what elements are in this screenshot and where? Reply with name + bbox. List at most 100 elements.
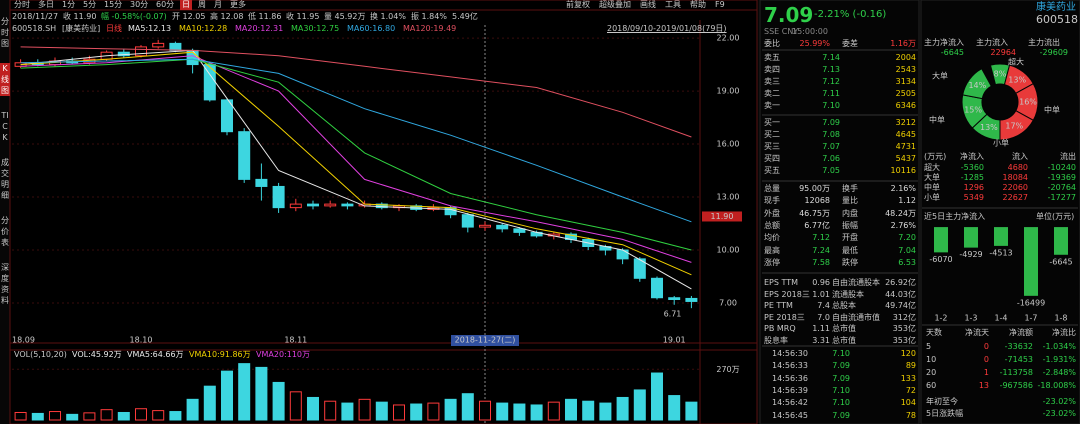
fund-row: -20764 <box>1047 183 1076 192</box>
toolbar-tab[interactable]: 日 <box>180 0 192 10</box>
sidebar-tab[interactable]: 成交明细 <box>1 158 9 200</box>
tick-row: 7.09 <box>832 373 850 383</box>
candle-body <box>341 203 354 207</box>
sidebar-tab[interactable]: 深度资料 <box>1 263 9 305</box>
fin-row: 44.03亿 <box>885 289 916 299</box>
tick-row: 7.10 <box>832 398 850 408</box>
toolbar-tab[interactable]: 30分 <box>130 0 149 9</box>
toolbar-tab[interactable]: 更多 <box>230 0 246 9</box>
history-header: 净流天 <box>965 328 989 337</box>
toolbar-tab[interactable]: 1分 <box>62 0 76 9</box>
stat-row: 7.24 <box>812 245 830 255</box>
pie-label: 14% <box>968 81 986 90</box>
stat-row: 7.12 <box>812 233 830 243</box>
volume-bar <box>668 395 681 421</box>
bid-row: 买一 <box>764 118 780 127</box>
stat-row: 均价 <box>764 233 780 243</box>
volume-bar <box>83 412 96 421</box>
toolbar-tool[interactable]: 前复权 <box>566 0 590 9</box>
tick-row: 78 <box>905 410 916 420</box>
toolbar-tab[interactable]: 60分 <box>156 0 175 9</box>
toolbar-tab[interactable]: 多日 <box>38 0 54 9</box>
sidebar-tab[interactable]: K线图 <box>0 63 10 96</box>
volume-bar <box>513 403 526 421</box>
stat-row: 7.20 <box>898 233 916 243</box>
volume-bar <box>358 398 371 421</box>
candle-body <box>306 203 320 207</box>
stat-row: 跌停 <box>842 257 858 267</box>
fin-row: 0.96 <box>812 278 830 287</box>
ma-line <box>20 46 692 138</box>
donut-category: 小单 <box>993 138 1009 148</box>
ratio-row: 委比 <box>764 39 780 48</box>
low-label: 6.71 <box>664 310 682 319</box>
summary-row: -23.02% <box>1042 409 1076 418</box>
donut-category: 超大 <box>1008 57 1024 67</box>
toolbar-tab[interactable]: 15分 <box>104 0 123 9</box>
summary-row: 5日涨跌幅 <box>926 409 964 418</box>
legend-symbol: 600518.SH <box>12 24 57 33</box>
volume-bar <box>31 412 44 421</box>
stat-row: 总额 <box>764 220 780 230</box>
ask-row: 卖三 <box>764 77 780 86</box>
toolbar-tab[interactable]: 分时 <box>14 0 30 9</box>
flow-bar <box>934 227 948 253</box>
bid-row: 7.07 <box>822 142 840 151</box>
sidebar-tab[interactable]: 分价表 <box>1 216 9 247</box>
volume-bar <box>324 400 337 421</box>
donut-category: 中单 <box>929 115 945 125</box>
fund-row: 中单 <box>924 183 940 192</box>
tick-row: 133 <box>900 373 916 383</box>
sidebar-tab[interactable]: 分时图 <box>1 17 9 48</box>
bid-row: 买四 <box>764 154 780 163</box>
history-row: 13 <box>978 381 989 390</box>
fin-row: 自由流通市值 <box>832 312 880 322</box>
tick-row: 14:56:36 <box>772 373 808 383</box>
history-row: 0 <box>983 342 989 351</box>
history-row: 1 <box>983 368 989 377</box>
stat-row: 开盘 <box>842 233 858 243</box>
toolbar-tool[interactable]: F9 <box>715 0 725 9</box>
history-row: -71453 <box>1004 355 1033 364</box>
ask-row: 卖四 <box>764 65 780 74</box>
quote-panel <box>759 0 920 424</box>
tick-row: 120 <box>900 349 916 358</box>
x-tick-label: 19.01 <box>663 336 686 345</box>
y-tick-label: 10.00 <box>717 246 740 255</box>
flow-header: 主力流出 <box>1028 38 1060 47</box>
bid-row: 4731 <box>895 142 916 151</box>
volume-bar <box>100 409 113 421</box>
stat-row: 总量 <box>764 184 780 193</box>
candle-body <box>668 297 681 300</box>
toolbar-tab[interactable]: 周 <box>198 0 206 9</box>
volume-bar <box>117 411 130 421</box>
candle-body <box>255 178 268 187</box>
fund-row: 22060 <box>1002 183 1028 192</box>
flow-header: 主力净流入 <box>924 38 964 47</box>
flow-bar-label: -4929 <box>959 250 982 259</box>
ma-line <box>20 49 692 290</box>
toolbar-tool[interactable]: 工具 <box>665 0 681 9</box>
volume-bar <box>410 403 423 421</box>
toolbar-tab[interactable]: 月 <box>214 0 222 9</box>
volume-bar <box>685 401 698 421</box>
candle-body <box>238 131 251 180</box>
flow-bar-category: 1-4 <box>994 314 1007 323</box>
pie-label: 8% <box>994 70 1007 79</box>
flow-bar-label: -6645 <box>1049 257 1072 266</box>
toolbar-tool[interactable]: 画线 <box>640 0 656 9</box>
stat-row: 2.76% <box>890 220 916 230</box>
price: 7.09 <box>764 3 814 27</box>
toolbar-tool[interactable]: 超级叠加 <box>599 0 631 9</box>
volume-bar <box>341 402 354 421</box>
sidebar-tab[interactable]: TICK <box>1 111 9 142</box>
stat-row: 2.16% <box>890 184 916 193</box>
volume-bar <box>444 398 457 421</box>
fund-row: -19369 <box>1047 173 1076 182</box>
fund-row: 超大 <box>924 163 940 172</box>
pie-label: 15% <box>964 105 982 114</box>
toolbar-tool[interactable]: 帮助 <box>690 0 706 9</box>
ask-row: 卖一 <box>764 101 780 110</box>
stock-code: 600518 <box>1036 13 1078 26</box>
toolbar-tab[interactable]: 5分 <box>83 0 97 9</box>
